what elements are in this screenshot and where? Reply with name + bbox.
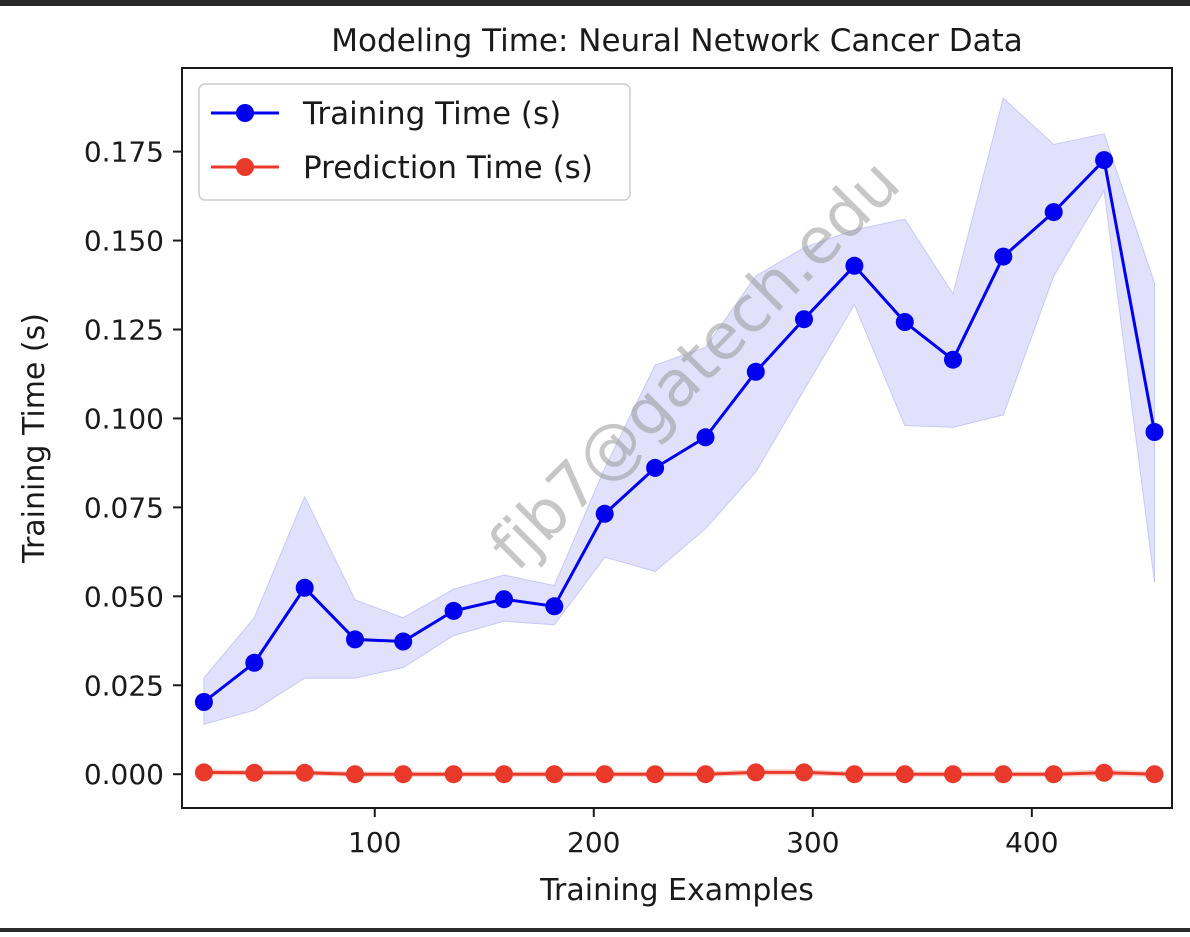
point-training bbox=[746, 362, 765, 381]
legend-marker-training bbox=[236, 104, 254, 122]
y-tick-label: 0.050 bbox=[84, 580, 164, 613]
point-training bbox=[495, 590, 513, 609]
point-training bbox=[194, 693, 213, 711]
point-prediction bbox=[194, 763, 213, 782]
point-training bbox=[295, 578, 314, 597]
point-prediction bbox=[795, 763, 813, 782]
y-tick-label: 0.125 bbox=[84, 313, 164, 346]
point-prediction bbox=[994, 765, 1013, 784]
point-training bbox=[545, 597, 564, 616]
point-prediction bbox=[545, 765, 564, 784]
point-prediction bbox=[595, 765, 614, 784]
point-training bbox=[696, 428, 715, 447]
point-training bbox=[795, 310, 813, 329]
point-prediction bbox=[696, 765, 715, 784]
series-points bbox=[194, 151, 1164, 784]
point-training bbox=[1145, 423, 1164, 441]
y-tick-label: 0.025 bbox=[84, 669, 164, 702]
y-tick-label: 0.175 bbox=[84, 136, 164, 169]
point-training bbox=[646, 458, 665, 477]
point-prediction bbox=[895, 765, 914, 784]
band-training bbox=[203, 97, 1155, 726]
legend-label-prediction: Prediction Time (s) bbox=[303, 150, 593, 186]
y-axis-ticks: 0.000 0.025 0.050 0.075 0.100 0.125 0.150 0.175 bbox=[84, 136, 182, 791]
y-tick-label: 0.000 bbox=[84, 758, 164, 791]
point-prediction bbox=[444, 765, 463, 784]
point-prediction bbox=[394, 765, 413, 784]
bottom-border bbox=[0, 928, 1190, 932]
point-training bbox=[994, 247, 1013, 266]
y-tick-label: 0.075 bbox=[84, 491, 164, 524]
plot-area bbox=[181, 67, 1173, 809]
chart-title: Modeling Time: Neural Network Cancer Dat… bbox=[331, 23, 1022, 59]
legend: Training Time (s) Prediction Time (s) bbox=[198, 83, 631, 201]
point-prediction bbox=[845, 765, 864, 784]
y-tick-label: 0.100 bbox=[84, 402, 164, 435]
point-training bbox=[444, 601, 463, 620]
point-prediction bbox=[646, 765, 665, 784]
point-training bbox=[845, 256, 864, 275]
legend-label-training: Training Time (s) bbox=[302, 96, 561, 132]
point-training bbox=[595, 504, 614, 523]
x-tick-label: 400 bbox=[1005, 826, 1058, 859]
y-tick-label: 0.150 bbox=[84, 225, 164, 258]
point-prediction bbox=[295, 763, 314, 782]
point-prediction bbox=[1044, 765, 1063, 784]
point-training bbox=[944, 350, 962, 369]
point-training bbox=[394, 632, 413, 651]
point-training bbox=[895, 313, 914, 331]
x-axis-ticks: 100 200 300 400 bbox=[348, 808, 1059, 859]
point-prediction bbox=[1095, 763, 1114, 782]
point-prediction bbox=[245, 763, 264, 782]
point-prediction bbox=[1145, 765, 1164, 784]
point-prediction bbox=[495, 765, 513, 784]
point-prediction bbox=[746, 763, 765, 782]
legend-box bbox=[198, 83, 631, 201]
x-tick-label: 200 bbox=[567, 826, 620, 859]
point-training bbox=[1095, 151, 1114, 170]
x-axis-label: Training Examples bbox=[539, 873, 814, 908]
point-training bbox=[1044, 203, 1063, 222]
x-tick-label: 100 bbox=[348, 826, 401, 859]
point-training bbox=[245, 653, 264, 672]
point-prediction bbox=[944, 765, 962, 784]
point-training bbox=[346, 630, 364, 649]
top-border bbox=[0, 0, 1190, 6]
y-axis-label: Training Time (s) bbox=[17, 313, 52, 564]
x-tick-label: 300 bbox=[786, 826, 839, 859]
point-prediction bbox=[346, 765, 364, 784]
legend-marker-prediction bbox=[236, 158, 254, 176]
